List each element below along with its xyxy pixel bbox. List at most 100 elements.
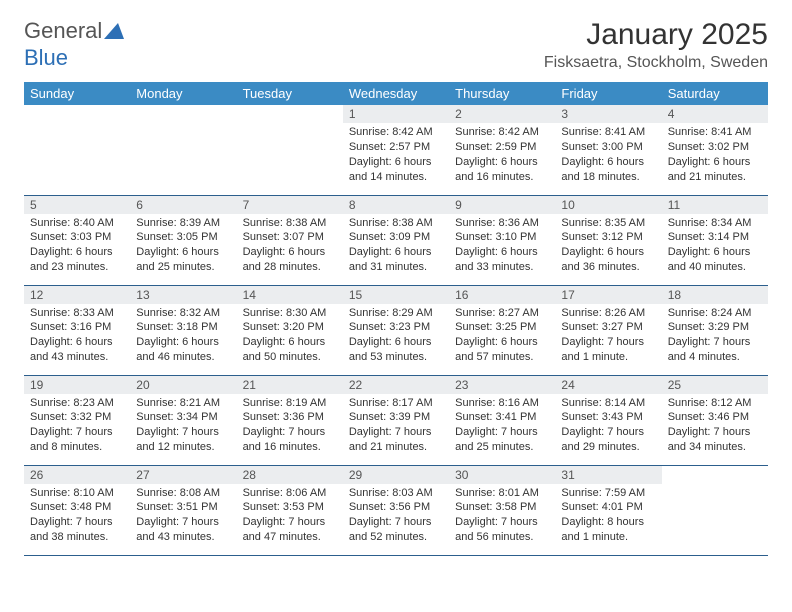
sunset-line: Sunset: 3:43 PM — [561, 410, 655, 425]
sunrise-line: Sunrise: 8:38 AM — [349, 216, 443, 231]
sunrise-line: Sunrise: 8:32 AM — [136, 306, 230, 321]
daylight-line: Daylight: 6 hours and 28 minutes. — [243, 245, 337, 275]
calendar-day-cell: 15Sunrise: 8:29 AMSunset: 3:23 PMDayligh… — [343, 285, 449, 375]
day-detail: Sunrise: 8:23 AMSunset: 3:32 PMDaylight:… — [24, 394, 130, 461]
day-number: 13 — [130, 286, 236, 304]
day-number: 22 — [343, 376, 449, 394]
sunset-line: Sunset: 3:20 PM — [243, 320, 337, 335]
sunset-line: Sunset: 3:56 PM — [349, 500, 443, 515]
calendar-day-cell: 4Sunrise: 8:41 AMSunset: 3:02 PMDaylight… — [662, 105, 768, 195]
calendar-day-cell: 5Sunrise: 8:40 AMSunset: 3:03 PMDaylight… — [24, 195, 130, 285]
day-number: 4 — [662, 105, 768, 123]
day-detail: Sunrise: 8:41 AMSunset: 3:02 PMDaylight:… — [662, 123, 768, 190]
calendar-day-cell: 2Sunrise: 8:42 AMSunset: 2:59 PMDaylight… — [449, 105, 555, 195]
daylight-line: Daylight: 8 hours and 1 minute. — [561, 515, 655, 545]
calendar-day-cell: 12Sunrise: 8:33 AMSunset: 3:16 PMDayligh… — [24, 285, 130, 375]
sunset-line: Sunset: 3:02 PM — [668, 140, 762, 155]
day-detail: Sunrise: 8:39 AMSunset: 3:05 PMDaylight:… — [130, 214, 236, 281]
day-detail: Sunrise: 8:03 AMSunset: 3:56 PMDaylight:… — [343, 484, 449, 551]
calendar-day-cell: 10Sunrise: 8:35 AMSunset: 3:12 PMDayligh… — [555, 195, 661, 285]
day-detail: Sunrise: 8:30 AMSunset: 3:20 PMDaylight:… — [237, 304, 343, 371]
calendar-day-cell: 7Sunrise: 8:38 AMSunset: 3:07 PMDaylight… — [237, 195, 343, 285]
calendar-day-cell — [662, 465, 768, 555]
day-number: 15 — [343, 286, 449, 304]
calendar-day-cell: 9Sunrise: 8:36 AMSunset: 3:10 PMDaylight… — [449, 195, 555, 285]
sunrise-line: Sunrise: 8:01 AM — [455, 486, 549, 501]
daylight-line: Daylight: 7 hours and 47 minutes. — [243, 515, 337, 545]
sunset-line: Sunset: 3:16 PM — [30, 320, 124, 335]
day-detail: Sunrise: 8:01 AMSunset: 3:58 PMDaylight:… — [449, 484, 555, 551]
weekday-header: Saturday — [662, 82, 768, 105]
day-number: 27 — [130, 466, 236, 484]
day-detail: Sunrise: 8:10 AMSunset: 3:48 PMDaylight:… — [24, 484, 130, 551]
weekday-header: Wednesday — [343, 82, 449, 105]
sunrise-line: Sunrise: 8:42 AM — [455, 125, 549, 140]
brand-logo: General Blue — [24, 18, 124, 71]
header: General Blue January 2025 Fisksaetra, St… — [24, 18, 768, 72]
day-detail: Sunrise: 8:26 AMSunset: 3:27 PMDaylight:… — [555, 304, 661, 371]
calendar-day-cell — [130, 105, 236, 195]
weekday-header: Sunday — [24, 82, 130, 105]
day-number: 8 — [343, 196, 449, 214]
sunset-line: Sunset: 3:05 PM — [136, 230, 230, 245]
daylight-line: Daylight: 7 hours and 38 minutes. — [30, 515, 124, 545]
sunrise-line: Sunrise: 8:10 AM — [30, 486, 124, 501]
daylight-line: Daylight: 6 hours and 43 minutes. — [30, 335, 124, 365]
sunset-line: Sunset: 3:00 PM — [561, 140, 655, 155]
sunset-line: Sunset: 3:27 PM — [561, 320, 655, 335]
sunset-line: Sunset: 3:07 PM — [243, 230, 337, 245]
sunrise-line: Sunrise: 8:12 AM — [668, 396, 762, 411]
sunset-line: Sunset: 3:23 PM — [349, 320, 443, 335]
weekday-header: Thursday — [449, 82, 555, 105]
brand-part2: Blue — [24, 45, 68, 70]
calendar-day-cell: 21Sunrise: 8:19 AMSunset: 3:36 PMDayligh… — [237, 375, 343, 465]
calendar-day-cell: 8Sunrise: 8:38 AMSunset: 3:09 PMDaylight… — [343, 195, 449, 285]
daylight-line: Daylight: 7 hours and 16 minutes. — [243, 425, 337, 455]
day-detail: Sunrise: 8:42 AMSunset: 2:57 PMDaylight:… — [343, 123, 449, 190]
day-number: 20 — [130, 376, 236, 394]
daylight-line: Daylight: 7 hours and 34 minutes. — [668, 425, 762, 455]
day-number: 1 — [343, 105, 449, 123]
sunset-line: Sunset: 3:32 PM — [30, 410, 124, 425]
day-number: 29 — [343, 466, 449, 484]
day-number: 5 — [24, 196, 130, 214]
calendar-day-cell: 29Sunrise: 8:03 AMSunset: 3:56 PMDayligh… — [343, 465, 449, 555]
day-detail: Sunrise: 8:42 AMSunset: 2:59 PMDaylight:… — [449, 123, 555, 190]
weekday-header: Friday — [555, 82, 661, 105]
daylight-line: Daylight: 6 hours and 31 minutes. — [349, 245, 443, 275]
calendar-day-cell: 19Sunrise: 8:23 AMSunset: 3:32 PMDayligh… — [24, 375, 130, 465]
day-number: 26 — [24, 466, 130, 484]
sunset-line: Sunset: 3:46 PM — [668, 410, 762, 425]
calendar-day-cell: 20Sunrise: 8:21 AMSunset: 3:34 PMDayligh… — [130, 375, 236, 465]
day-detail: Sunrise: 8:27 AMSunset: 3:25 PMDaylight:… — [449, 304, 555, 371]
day-detail: Sunrise: 8:21 AMSunset: 3:34 PMDaylight:… — [130, 394, 236, 461]
day-number: 28 — [237, 466, 343, 484]
sunset-line: Sunset: 2:59 PM — [455, 140, 549, 155]
brand-text: General Blue — [24, 18, 124, 71]
sunset-line: Sunset: 3:41 PM — [455, 410, 549, 425]
calendar-day-cell: 1Sunrise: 8:42 AMSunset: 2:57 PMDaylight… — [343, 105, 449, 195]
sunrise-line: Sunrise: 8:14 AM — [561, 396, 655, 411]
sunrise-line: Sunrise: 8:26 AM — [561, 306, 655, 321]
day-detail: Sunrise: 8:41 AMSunset: 3:00 PMDaylight:… — [555, 123, 661, 190]
daylight-line: Daylight: 6 hours and 25 minutes. — [136, 245, 230, 275]
brand-sail-icon — [104, 19, 124, 45]
calendar-week-row: 19Sunrise: 8:23 AMSunset: 3:32 PMDayligh… — [24, 375, 768, 465]
day-detail: Sunrise: 8:35 AMSunset: 3:12 PMDaylight:… — [555, 214, 661, 281]
day-number: 14 — [237, 286, 343, 304]
daylight-line: Daylight: 6 hours and 33 minutes. — [455, 245, 549, 275]
weekday-header: Tuesday — [237, 82, 343, 105]
day-detail: Sunrise: 7:59 AMSunset: 4:01 PMDaylight:… — [555, 484, 661, 551]
weekday-header: Monday — [130, 82, 236, 105]
sunrise-line: Sunrise: 8:21 AM — [136, 396, 230, 411]
day-detail: Sunrise: 8:06 AMSunset: 3:53 PMDaylight:… — [237, 484, 343, 551]
calendar-day-cell: 17Sunrise: 8:26 AMSunset: 3:27 PMDayligh… — [555, 285, 661, 375]
day-number: 19 — [24, 376, 130, 394]
daylight-line: Daylight: 6 hours and 57 minutes. — [455, 335, 549, 365]
daylight-line: Daylight: 7 hours and 43 minutes. — [136, 515, 230, 545]
calendar-day-cell: 22Sunrise: 8:17 AMSunset: 3:39 PMDayligh… — [343, 375, 449, 465]
sunset-line: Sunset: 3:39 PM — [349, 410, 443, 425]
sunset-line: Sunset: 3:18 PM — [136, 320, 230, 335]
sunset-line: Sunset: 3:53 PM — [243, 500, 337, 515]
sunrise-line: Sunrise: 8:36 AM — [455, 216, 549, 231]
